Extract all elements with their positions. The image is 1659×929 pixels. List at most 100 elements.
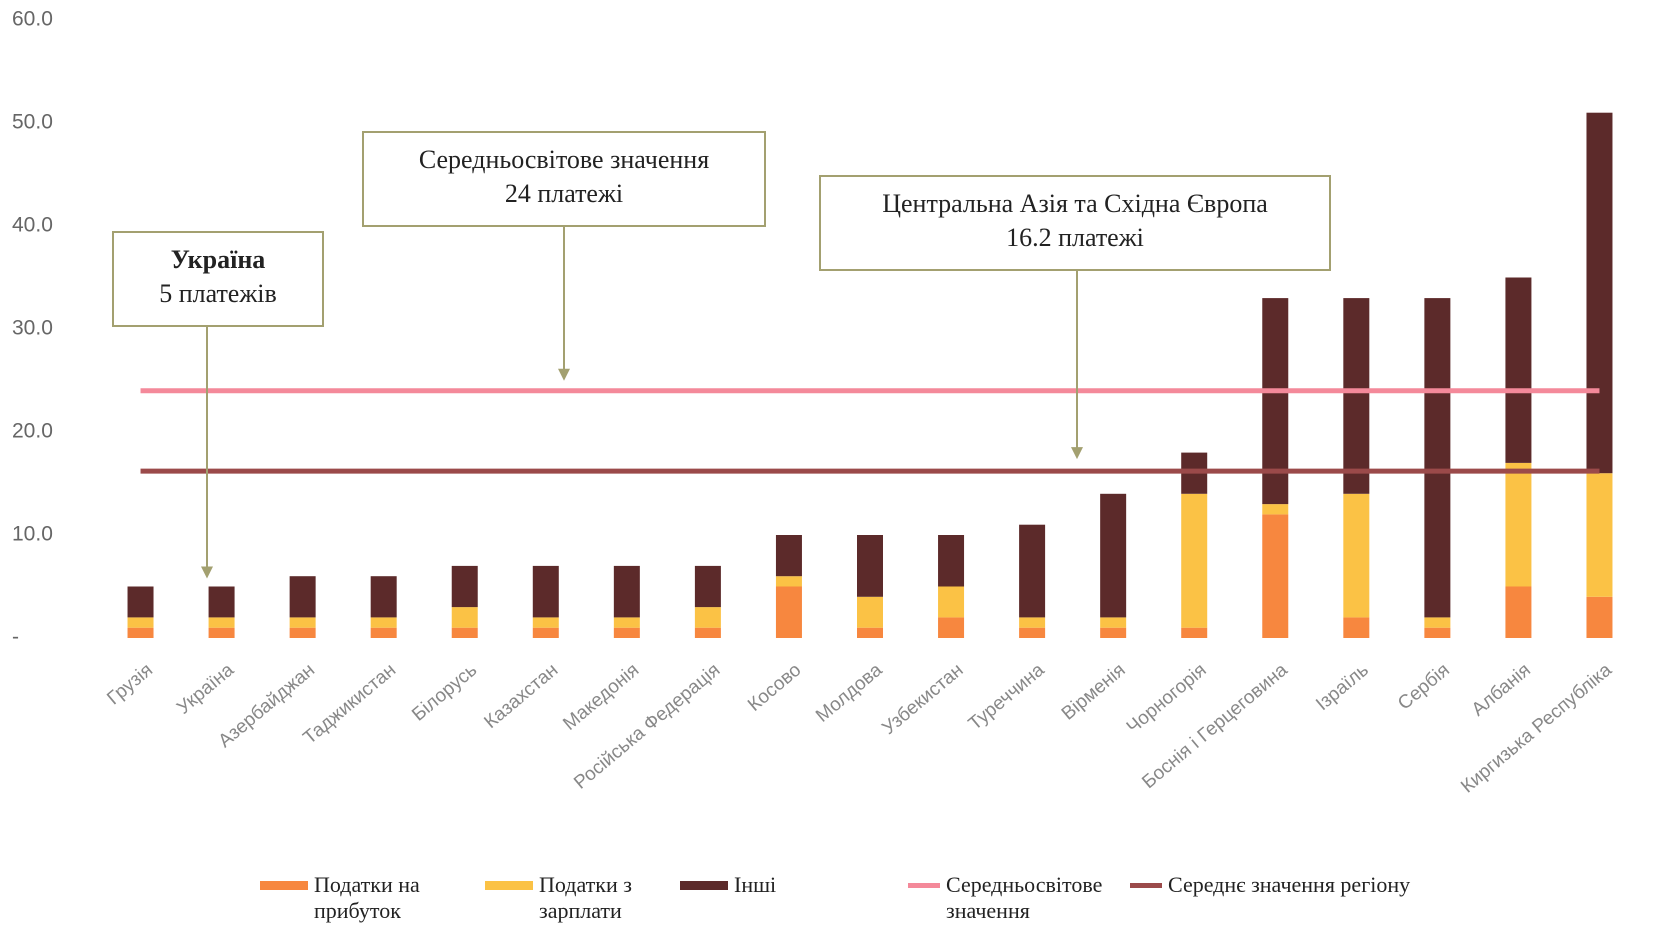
bar-segment bbox=[127, 627, 154, 638]
bar-segment bbox=[1586, 112, 1613, 474]
bar-segment bbox=[1343, 298, 1370, 494]
bar-segment bbox=[694, 627, 721, 638]
bar-segment bbox=[1586, 473, 1613, 597]
bar-segment bbox=[857, 627, 883, 638]
y-tick-label: 30.0 bbox=[12, 317, 53, 340]
legend-swatch bbox=[680, 881, 728, 890]
x-tick-label: Ізраїль bbox=[1312, 660, 1373, 716]
bar-segment bbox=[1262, 514, 1289, 638]
bar-segment bbox=[857, 596, 883, 628]
legend-label: Середнє значення регіону bbox=[1168, 872, 1411, 897]
legend-swatch bbox=[485, 881, 533, 890]
annotation-arrowhead bbox=[558, 368, 570, 381]
annotation-arrowhead bbox=[1071, 447, 1083, 460]
bar-segment bbox=[1424, 627, 1451, 638]
bar-segment bbox=[775, 586, 802, 638]
bar-segment bbox=[1505, 462, 1532, 587]
x-tick-label: Косово bbox=[744, 660, 805, 716]
bar-segment bbox=[127, 586, 154, 618]
legend-item: Податки на прибуток bbox=[260, 872, 454, 924]
y-tick-label: - bbox=[12, 626, 19, 649]
bar-segment bbox=[1505, 586, 1532, 638]
bar-segment bbox=[1019, 617, 1046, 628]
bar-segment bbox=[1181, 627, 1208, 638]
annotation-text: 16.2 платежі bbox=[1006, 223, 1144, 252]
x-tick-label: Македонія bbox=[559, 660, 643, 735]
legend: Податки на прибуток Податки з зарплати Інш… bbox=[260, 872, 1560, 927]
bar-segment bbox=[1424, 617, 1451, 628]
bar-segment bbox=[127, 617, 154, 628]
legend-label: Податки на прибуток bbox=[314, 872, 420, 923]
bar-segment bbox=[451, 627, 478, 638]
bar-segment bbox=[1424, 298, 1451, 618]
bar-segment bbox=[1505, 277, 1532, 463]
bar-segment bbox=[1586, 596, 1613, 638]
annotation-title: Середньосвітове значення bbox=[419, 145, 709, 174]
legend-item: Податки з зарплати bbox=[485, 872, 669, 924]
bar-segment bbox=[1343, 493, 1370, 618]
legend-swatch bbox=[1130, 883, 1162, 888]
y-tick-label: 40.0 bbox=[12, 214, 53, 237]
bar-segment bbox=[208, 586, 235, 618]
y-tick-label: 10.0 bbox=[12, 523, 53, 546]
bar-segment bbox=[938, 617, 965, 638]
bar-segment bbox=[532, 565, 559, 618]
annotation-arrowhead bbox=[201, 566, 213, 579]
bar-segment bbox=[208, 627, 235, 638]
annotation-text: 24 платежі bbox=[505, 179, 623, 208]
x-tick-label: Російська Федерація bbox=[570, 660, 724, 794]
bar-segment bbox=[451, 607, 478, 628]
bar-segment bbox=[370, 576, 397, 618]
x-tick-label: Україна bbox=[173, 659, 238, 718]
legend-item: Середньосвітове значення bbox=[908, 872, 1156, 924]
bar-segment bbox=[1181, 493, 1208, 628]
bar-segment bbox=[775, 535, 802, 577]
bar-segment bbox=[1019, 524, 1046, 618]
bar-segment bbox=[1100, 627, 1127, 638]
x-tick-label: Киргизька Республіка bbox=[1457, 659, 1616, 797]
bar-segment bbox=[451, 565, 478, 608]
x-tick-label: Туреччина bbox=[965, 659, 1049, 734]
bar-segment bbox=[857, 535, 883, 597]
annotation-box bbox=[819, 175, 1331, 271]
x-tick-label: Вірменія bbox=[1058, 660, 1130, 725]
x-tick-label: Боснія і Герцеговина bbox=[1138, 659, 1292, 793]
bar-segment bbox=[938, 535, 965, 587]
annotation-box bbox=[362, 131, 766, 227]
legend-swatch bbox=[260, 881, 308, 890]
x-tick-label: Молдова bbox=[812, 659, 887, 726]
x-tick-label: Сербія bbox=[1394, 660, 1454, 715]
y-tick-label: 50.0 bbox=[12, 111, 53, 134]
bar-segment bbox=[289, 627, 316, 638]
bar-segment bbox=[775, 576, 802, 587]
x-tick-label: Албанія bbox=[1468, 660, 1535, 721]
bar-segment bbox=[370, 627, 397, 638]
bar-segment bbox=[613, 627, 640, 638]
legend-label: Податки з зарплати bbox=[539, 872, 632, 923]
bar-segment bbox=[1343, 617, 1370, 638]
legend-item: Інші bbox=[680, 872, 834, 898]
bar-segment bbox=[289, 617, 316, 628]
bar-segment bbox=[938, 586, 965, 618]
bar-segment bbox=[289, 576, 316, 618]
legend-label: Середньосвітове значення bbox=[946, 872, 1103, 923]
y-tick-label: 20.0 bbox=[12, 420, 53, 443]
x-tick-label: Узбекистан bbox=[878, 660, 967, 740]
bar-segment bbox=[694, 607, 721, 628]
annotation-box bbox=[112, 231, 324, 327]
y-tick-label: 60.0 bbox=[12, 8, 53, 31]
legend-swatch bbox=[908, 883, 940, 888]
annotation-title: Центральна Азія та Східна Європа bbox=[882, 189, 1268, 218]
bar-segment bbox=[208, 617, 235, 628]
x-tick-label: Грузія bbox=[103, 660, 157, 710]
bar-segment bbox=[694, 565, 721, 608]
bar-segment bbox=[1100, 617, 1127, 628]
x-tick-label: Казахстан bbox=[481, 660, 563, 733]
bar-segment bbox=[613, 617, 640, 628]
x-tick-label: Білорусь bbox=[408, 660, 481, 726]
legend-item: Середнє значення регіону bbox=[1130, 872, 1428, 898]
bar-segment bbox=[532, 627, 559, 638]
bar-segment bbox=[1262, 504, 1289, 515]
